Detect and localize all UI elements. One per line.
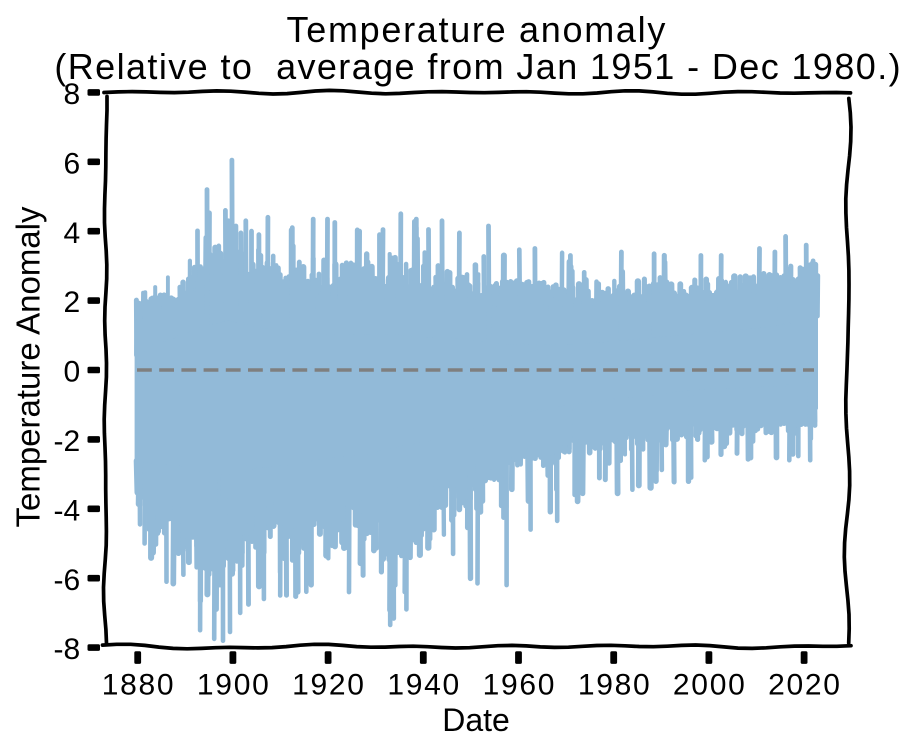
svg-text:1960: 1960 xyxy=(483,668,557,701)
svg-text:Temperature anomaly: Temperature anomaly xyxy=(287,9,667,50)
svg-text:Date: Date xyxy=(442,702,510,738)
svg-text:6: 6 xyxy=(64,147,81,180)
svg-text:4: 4 xyxy=(64,217,81,250)
svg-text:1900: 1900 xyxy=(197,668,271,701)
svg-text:-4: -4 xyxy=(54,494,81,527)
svg-text:2020: 2020 xyxy=(768,668,842,701)
svg-text:1920: 1920 xyxy=(292,668,366,701)
svg-text:-8: -8 xyxy=(54,633,81,666)
svg-text:2: 2 xyxy=(64,286,81,319)
svg-text:-6: -6 xyxy=(54,564,81,597)
svg-text:-2: -2 xyxy=(54,425,81,458)
svg-text:1980: 1980 xyxy=(578,668,652,701)
svg-text:8: 8 xyxy=(64,78,81,111)
svg-text:1940: 1940 xyxy=(387,668,461,701)
svg-text:0: 0 xyxy=(64,356,81,389)
svg-text:Temperature Anomaly: Temperature Anomaly xyxy=(10,206,47,527)
svg-text:1880: 1880 xyxy=(102,668,176,701)
svg-text:2000: 2000 xyxy=(673,668,747,701)
svg-text:(Relative to average from Jan: (Relative to average from Jan 1951 - Dec… xyxy=(54,46,902,87)
